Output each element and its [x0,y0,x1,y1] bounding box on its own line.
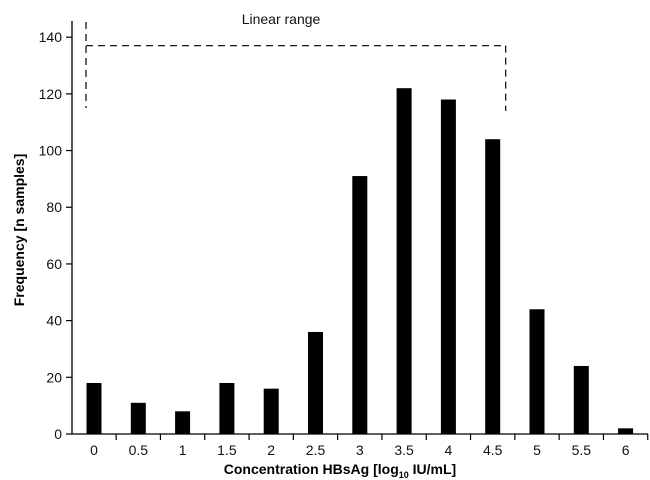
x-tick-label: 2 [267,442,275,458]
bar-3.5 [396,88,412,434]
bar-6 [618,428,634,434]
y-tick-label: 0 [54,426,62,442]
bar-5 [529,309,545,434]
x-tick-label: 1 [179,442,187,458]
bar-4.5 [485,139,501,434]
axes [66,21,649,440]
x-axis-title-subscript: 10 [399,470,409,480]
x-tick-label: 5.5 [572,442,592,458]
bar-2 [263,388,279,434]
bar-2.5 [308,331,323,434]
bar-1 [175,411,191,434]
x-tick-label: 5 [533,442,541,458]
bar-0 [86,382,102,434]
x-tick-label: 3.5 [394,442,414,458]
bar-1.5 [219,382,235,434]
x-tick-label: 1.5 [217,442,237,458]
bar-0.5 [130,402,146,434]
y-tick-label: 20 [46,369,62,385]
bar-4 [440,99,456,434]
x-tick-label: 4 [445,442,453,458]
y-tick-label: 80 [46,199,62,215]
x-tick-label: 2.5 [306,442,326,458]
tick-labels: 0 20 40 60 80 100 120 140 0 0.5 1 1.5 2 2.5 3 3.5 4 4.5 5 5… [39,29,630,458]
linear-range-annotation: Linear range [85,11,507,111]
linear-range-label: Linear range [242,11,321,27]
x-axis-title-main: Concentration HBsAg [log [224,461,399,477]
x-tick-label: 4.5 [483,442,503,458]
bar-3 [352,176,368,434]
y-tick-label: 120 [39,86,63,102]
x-tick-label: 3 [356,442,364,458]
bar-5.5 [573,365,589,434]
y-axis-title: Frequency [n samples] [11,154,27,307]
x-axis-title-units: IU/mL] [409,461,456,477]
y-tick-label: 100 [39,143,63,159]
y-tick-label: 140 [39,29,63,45]
x-tick-label: 0.5 [129,442,149,458]
y-tick-label: 60 [46,256,62,272]
bars [86,88,634,434]
y-tick-label: 40 [46,313,62,329]
x-tick-label: 0 [90,442,98,458]
x-axis-title: Concentration HBsAg [log10 IU/mL] [224,461,456,480]
x-tick-label: 6 [622,442,630,458]
